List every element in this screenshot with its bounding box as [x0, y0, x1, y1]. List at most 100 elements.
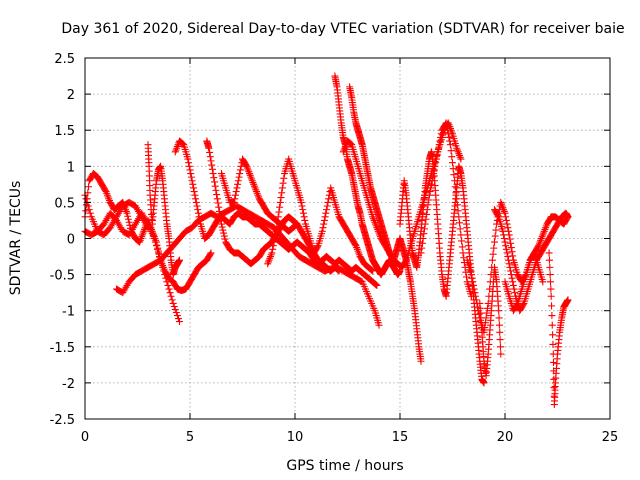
- data-point: [215, 203, 223, 211]
- data-point: [152, 242, 160, 250]
- data-point: [471, 289, 479, 297]
- data-point: [457, 231, 465, 239]
- data-point: [185, 162, 193, 170]
- data-point: [334, 266, 342, 274]
- data-point: [174, 315, 182, 323]
- data-point: [463, 273, 470, 281]
- data-point: [437, 130, 445, 138]
- data-point: [185, 159, 193, 167]
- data-point: [502, 242, 510, 250]
- data-point: [547, 278, 554, 286]
- data-point: [318, 227, 326, 235]
- data-point: [192, 195, 200, 203]
- data-point: [434, 148, 442, 156]
- data-point: [488, 256, 496, 264]
- data-point: [369, 267, 377, 275]
- axis-ticks: [84, 57, 611, 420]
- data-point: [178, 139, 186, 147]
- data-point: [214, 199, 222, 207]
- data-point: [124, 212, 132, 220]
- y-tick-label: -1.5: [50, 341, 75, 356]
- data-point: [483, 309, 491, 317]
- data-point: [453, 201, 461, 209]
- data-point: [432, 155, 440, 163]
- data-point: [187, 170, 195, 178]
- series-arc19: [417, 119, 475, 300]
- data-point: [206, 250, 214, 258]
- data-point: [274, 218, 281, 226]
- data-point: [425, 191, 433, 199]
- data-point: [502, 216, 510, 224]
- data-point: [234, 180, 242, 188]
- series-arc5: [144, 141, 183, 279]
- data-point: [184, 155, 192, 163]
- data-point: [192, 198, 200, 206]
- data-point: [221, 235, 229, 243]
- data-point: [373, 281, 381, 289]
- data-point: [170, 302, 178, 310]
- data-point: [496, 336, 504, 344]
- data-point: [467, 271, 475, 279]
- data-point: [85, 206, 93, 214]
- data-point: [280, 174, 288, 182]
- x-tick-label: 25: [602, 430, 619, 445]
- data-point: [500, 235, 508, 242]
- data-point: [216, 212, 224, 220]
- data-point: [458, 243, 466, 251]
- data-point: [275, 208, 283, 216]
- data-point: [187, 173, 195, 181]
- y-tick-label: 0.5: [54, 196, 75, 211]
- x-tick-label: 10: [287, 430, 304, 445]
- data-point: [502, 245, 510, 253]
- data-point: [435, 144, 442, 152]
- data-point: [217, 216, 225, 224]
- data-point: [270, 238, 278, 246]
- data-point: [236, 166, 244, 174]
- data-point: [277, 194, 285, 202]
- y-tick-label: -2: [62, 377, 75, 392]
- data-point: [444, 130, 452, 138]
- data-point: [190, 184, 197, 192]
- data-point: [444, 126, 452, 134]
- data-point: [299, 206, 307, 214]
- data-point: [151, 238, 159, 246]
- data-point: [451, 183, 459, 191]
- data-point: [453, 195, 461, 203]
- series-arc4: [113, 202, 383, 329]
- data-point: [274, 213, 282, 221]
- data-point: [320, 216, 328, 224]
- data-point: [507, 271, 515, 279]
- data-point: [212, 186, 220, 194]
- data-point: [211, 178, 218, 186]
- data-point: [456, 225, 464, 233]
- data-point: [480, 379, 488, 387]
- data-point: [169, 299, 177, 307]
- data-point: [447, 147, 455, 155]
- data-point: [210, 174, 218, 182]
- data-point: [461, 263, 469, 271]
- data-point: [547, 292, 555, 300]
- data-point: [549, 331, 557, 339]
- y-tick-label: 2.5: [54, 52, 75, 67]
- data-points: [81, 72, 572, 409]
- data-point: [507, 267, 515, 275]
- data-point: [513, 301, 521, 309]
- data-point: [163, 278, 171, 286]
- data-point: [186, 166, 194, 174]
- data-point: [269, 245, 277, 253]
- y-tick-label: 1: [67, 160, 75, 175]
- data-point: [278, 189, 286, 197]
- series-arc9: [264, 155, 377, 275]
- data-point: [230, 198, 238, 206]
- data-point: [188, 177, 196, 185]
- data-point: [155, 249, 162, 257]
- data-point: [507, 244, 515, 252]
- y-axis-label: SDTVAR / TECUs: [8, 181, 24, 296]
- data-point: [563, 214, 571, 222]
- data-point: [84, 202, 92, 210]
- data-point: [495, 307, 503, 315]
- data-point: [208, 165, 216, 173]
- x-tick-label: 15: [392, 430, 409, 445]
- data-point: [548, 302, 556, 310]
- data-point: [325, 195, 333, 203]
